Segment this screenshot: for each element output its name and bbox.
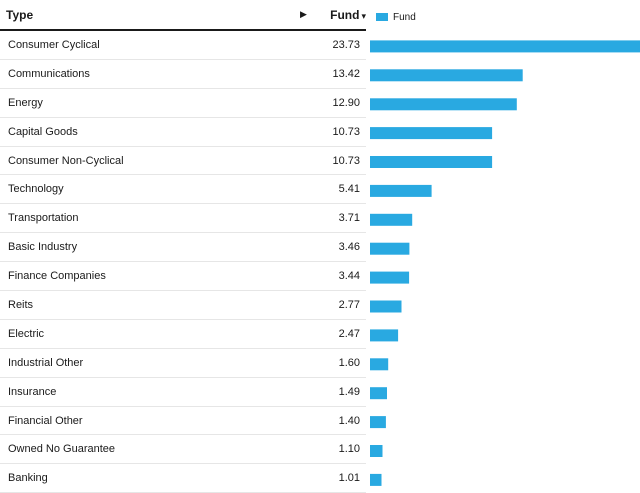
bar <box>370 416 386 429</box>
row-type-label: Electric <box>8 327 45 340</box>
fund-column-header[interactable]: Fund ▾ <box>330 8 366 22</box>
bar <box>370 213 413 226</box>
row-type-label: Reits <box>8 299 34 312</box>
bar <box>370 445 383 457</box>
row-type-label: Insurance <box>8 385 57 398</box>
table-row: Energy 12.90 <box>0 89 366 118</box>
row-fund-value: 5.41 <box>338 183 360 196</box>
table-row: Technology 5.41 <box>0 175 366 205</box>
bar <box>370 98 517 111</box>
row-type-label: Financial Other <box>8 414 83 427</box>
table-row: Transportation 3.71 <box>0 204 366 234</box>
sort-caret-icon: ▾ <box>361 11 366 21</box>
row-type-label: Consumer Non-Cyclical <box>8 154 124 167</box>
type-column-header: Type <box>6 8 34 22</box>
row-fund-value: 3.71 <box>338 212 360 225</box>
bar <box>370 156 493 168</box>
table-row: Electric 2.47 <box>0 320 366 349</box>
bar <box>370 329 399 342</box>
row-fund-value: 3.46 <box>338 241 360 254</box>
row-fund-value: 13.42 <box>332 67 360 80</box>
row-type-label: Industrial Other <box>8 356 84 369</box>
table-row: Owned No Guarantee 1.10 <box>0 435 366 465</box>
bar <box>370 473 382 486</box>
table-header: Type ▶ Fund ▾ <box>0 0 366 31</box>
legend-label: Fund <box>393 12 416 23</box>
chart-legend: Fund <box>376 12 416 23</box>
table-row: Communications 13.42 <box>0 60 366 89</box>
bar <box>370 300 402 313</box>
table-row: Insurance 1.49 <box>0 378 366 407</box>
row-type-label: Technology <box>8 183 64 196</box>
legend-swatch <box>376 13 388 21</box>
table-row: Industrial Other 1.60 <box>0 349 366 378</box>
table-row: Consumer Cyclical 23.73 <box>0 31 366 60</box>
row-type-label: Energy <box>8 96 43 109</box>
bar <box>370 242 410 255</box>
bar <box>370 184 432 197</box>
row-fund-value: 1.40 <box>338 414 360 427</box>
table-row: Capital Goods 10.73 <box>0 118 366 147</box>
fund-column-label: Fund <box>330 8 360 22</box>
row-type-label: Communications <box>8 67 90 80</box>
row-fund-value: 1.49 <box>338 385 360 398</box>
table-body: Consumer Cyclical 23.73 Communications 13.4… <box>0 31 366 493</box>
table-row: Consumer Non-Cyclical 10.73 <box>0 147 366 176</box>
row-fund-value: 2.77 <box>338 299 360 312</box>
expand-arrow-icon[interactable]: ▶ <box>300 9 307 19</box>
row-type-label: Transportation <box>8 212 79 225</box>
row-fund-value: 2.47 <box>338 327 360 340</box>
table-row: Banking 1.01 <box>0 464 366 493</box>
row-fund-value: 10.73 <box>332 125 360 138</box>
row-fund-value: 3.44 <box>338 270 360 283</box>
row-fund-value: 10.73 <box>332 154 360 167</box>
table-row: Reits 2.77 <box>0 291 366 320</box>
bar <box>370 271 410 284</box>
data-table: Type ▶ Fund ▾ Consumer Cyclical 23.73 Commu… <box>0 0 366 493</box>
table-row: Basic Industry 3.46 <box>0 233 366 263</box>
bar <box>370 127 493 140</box>
row-fund-value: 12.90 <box>332 96 360 109</box>
row-fund-value: 1.01 <box>338 472 360 485</box>
row-type-label: Consumer Cyclical <box>8 39 100 51</box>
bar-chart <box>370 40 640 486</box>
row-type-label: Capital Goods <box>8 125 78 138</box>
row-type-label: Basic Industry <box>8 241 78 254</box>
table-row: Financial Other 1.40 <box>0 407 366 436</box>
row-type-label: Owned No Guarantee <box>8 443 116 456</box>
bar <box>370 40 640 53</box>
row-type-label: Banking <box>8 472 48 485</box>
bar <box>370 358 389 371</box>
table-row: Finance Companies 3.44 <box>0 262 366 292</box>
row-type-label: Finance Companies <box>8 270 106 283</box>
bar <box>370 387 387 400</box>
bar <box>370 69 523 82</box>
row-fund-value: 1.60 <box>338 356 360 369</box>
row-fund-value: 1.10 <box>338 443 360 456</box>
row-fund-value: 23.73 <box>332 39 360 51</box>
